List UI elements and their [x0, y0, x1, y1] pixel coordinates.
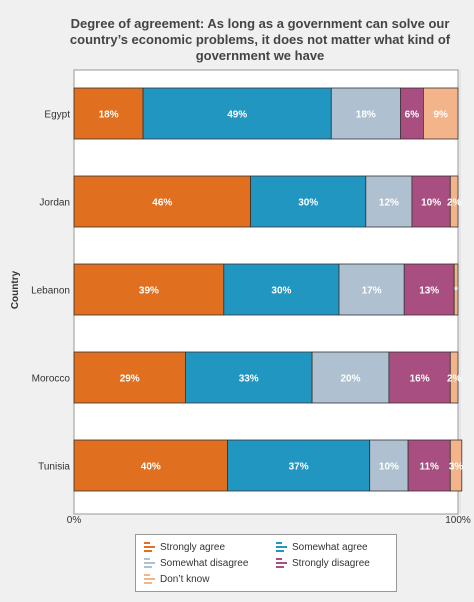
data-label-egypt-don-t-know: 9% — [433, 110, 448, 121]
data-label-egypt-somewhat-agree: 49% — [227, 110, 247, 121]
data-label-tunisia-don-t-know: 3% — [449, 462, 464, 473]
bar-lebanon-somewhat-agree[interactable] — [223, 263, 340, 316]
data-label-jordan-strongly-agree: 46% — [152, 198, 172, 209]
legend-label: Strongly agree — [160, 541, 226, 553]
legend-item-somewhat-agree[interactable]: Somewhat agree — [276, 540, 368, 554]
legend-item-strongly-disagree[interactable]: Strongly disagree — [276, 556, 370, 570]
legend-item-strongly-agree[interactable]: Strongly agree — [144, 540, 225, 554]
bar-lebanon-somewhat-disagree[interactable] — [338, 263, 405, 316]
y-axis-label: Country — [10, 270, 21, 309]
legend-swatch-icon — [144, 542, 155, 552]
legend-swatch-icon — [276, 558, 287, 568]
bar-tunisia-strongly-agree[interactable] — [73, 439, 229, 492]
legend-swatch-icon — [276, 542, 287, 552]
bar-jordan-somewhat-disagree[interactable] — [365, 175, 413, 228]
bar-egypt-somewhat-disagree[interactable] — [330, 87, 401, 140]
bar-morocco-strongly-agree[interactable] — [73, 351, 186, 404]
legend-item-somewhat-disagree[interactable]: Somewhat disagree — [144, 556, 248, 570]
legend-label: Don’t know — [160, 573, 210, 585]
category-label-egypt: Egypt — [44, 110, 70, 121]
data-label-tunisia-somewhat-agree: 37% — [289, 462, 309, 473]
bar-jordan-somewhat-agree[interactable] — [250, 175, 367, 228]
bar-jordan-strongly-agree[interactable] — [73, 175, 252, 228]
bar-morocco-strongly-disagree[interactable] — [388, 351, 451, 404]
data-label-lebanon-somewhat-disagree: 17% — [362, 286, 382, 297]
legend-item-dont-know[interactable]: Don’t know — [144, 572, 209, 586]
legend-label: Strongly disagree — [292, 557, 370, 569]
data-label-lebanon-don-t-know: * — [454, 286, 458, 297]
legend: Strongly agree Somewhat agree Somewhat d… — [135, 534, 397, 592]
data-label-morocco-strongly-agree: 29% — [120, 374, 140, 385]
data-label-tunisia-somewhat-disagree: 10% — [379, 462, 399, 473]
bar-lebanon-don-t-know[interactable] — [453, 263, 459, 316]
data-label-morocco-somewhat-agree: 33% — [239, 374, 259, 385]
data-label-lebanon-strongly-agree: 39% — [139, 286, 159, 297]
bar-lebanon-strongly-disagree[interactable] — [403, 263, 455, 316]
data-label-egypt-somewhat-disagree: 18% — [356, 110, 376, 121]
bar-morocco-somewhat-disagree[interactable] — [311, 351, 390, 404]
data-label-jordan-don-t-know: 2% — [447, 198, 462, 209]
bar-jordan-don-t-know[interactable] — [449, 175, 459, 228]
data-label-morocco-strongly-disagree: 16% — [410, 374, 430, 385]
bar-tunisia-somewhat-disagree[interactable] — [369, 439, 409, 492]
data-label-jordan-strongly-disagree: 10% — [421, 198, 441, 209]
data-label-tunisia-strongly-disagree: 11% — [419, 462, 439, 473]
bar-egypt-somewhat-agree[interactable] — [142, 87, 332, 140]
legend-swatch-icon — [144, 558, 155, 568]
data-label-morocco-somewhat-disagree: 20% — [340, 374, 360, 385]
data-label-egypt-strongly-disagree: 6% — [405, 110, 420, 121]
bar-morocco-somewhat-agree[interactable] — [184, 351, 313, 404]
data-label-jordan-somewhat-disagree: 12% — [379, 198, 399, 209]
bar-lebanon-strongly-agree[interactable] — [73, 263, 225, 316]
category-label-morocco: Morocco — [32, 374, 71, 385]
bar-jordan-strongly-disagree[interactable] — [411, 175, 451, 228]
x-tick-label-100: 100% — [445, 515, 471, 526]
bar-morocco-don-t-know[interactable] — [449, 351, 459, 404]
category-label-tunisia: Tunisia — [38, 462, 70, 473]
category-label-lebanon: Lebanon — [31, 286, 70, 297]
data-label-tunisia-strongly-agree: 40% — [141, 462, 161, 473]
bar-egypt-don-t-know[interactable] — [422, 87, 459, 140]
data-label-jordan-somewhat-agree: 30% — [298, 198, 318, 209]
bar-tunisia-somewhat-agree[interactable] — [227, 439, 371, 492]
data-label-lebanon-somewhat-agree: 30% — [271, 286, 291, 297]
category-labels-group: Egypt Jordan Lebanon Morocco Tunisia — [31, 110, 70, 473]
category-label-jordan: Jordan — [39, 198, 70, 209]
bars-group: 18% 49% 18% 6% 9% 46% 30% 12% 10% 2% 39% 30% 17% 13% *… — [73, 87, 464, 492]
chart-title: Degree of agreement: As long as a govern… — [69, 16, 451, 63]
data-label-lebanon-strongly-disagree: 13% — [419, 286, 439, 297]
data-label-morocco-don-t-know: 2% — [447, 374, 462, 385]
legend-label: Somewhat agree — [292, 541, 368, 553]
legend-label: Somewhat disagree — [160, 557, 249, 569]
legend-swatch-icon — [144, 574, 155, 584]
bar-tunisia-don-t-know[interactable] — [449, 439, 463, 492]
data-label-egypt-strongly-agree: 18% — [99, 110, 119, 121]
x-tick-label-0: 0% — [67, 515, 82, 526]
